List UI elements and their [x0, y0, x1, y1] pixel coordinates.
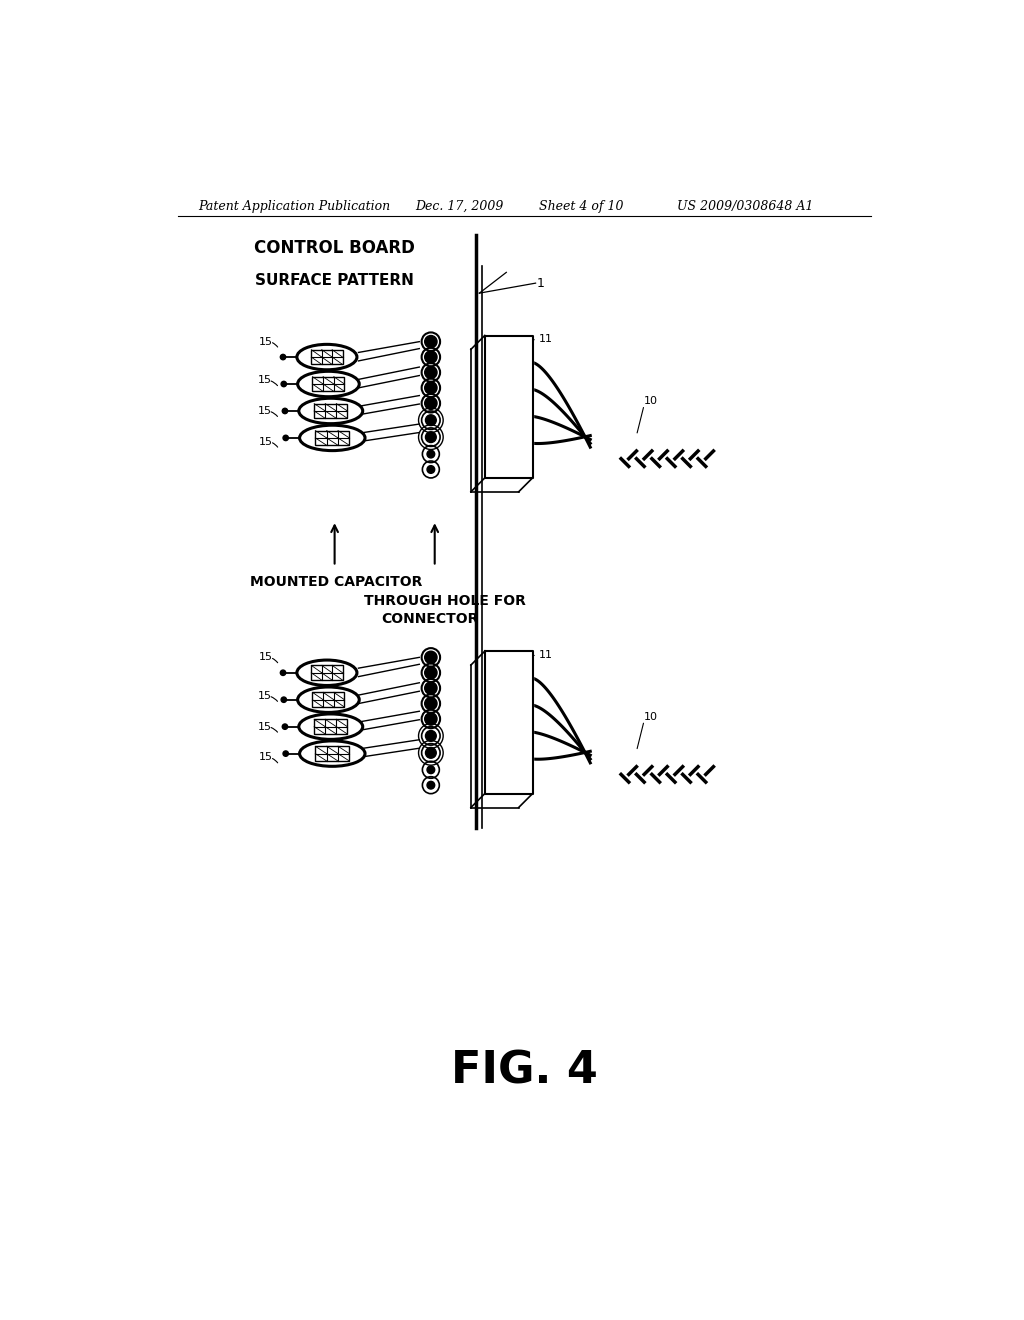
Text: MOUNTED CAPACITOR: MOUNTED CAPACITOR — [250, 576, 422, 589]
Bar — [314, 404, 347, 418]
Circle shape — [425, 713, 437, 725]
Circle shape — [283, 436, 289, 441]
Circle shape — [425, 351, 437, 363]
Text: 10: 10 — [644, 396, 658, 407]
Ellipse shape — [299, 399, 362, 424]
Circle shape — [282, 381, 287, 387]
Text: 15: 15 — [259, 337, 273, 347]
Circle shape — [427, 450, 435, 458]
Circle shape — [283, 408, 288, 413]
Circle shape — [425, 367, 437, 379]
Text: 15: 15 — [258, 690, 271, 701]
Circle shape — [283, 751, 289, 756]
Ellipse shape — [298, 371, 359, 397]
Circle shape — [425, 414, 436, 425]
Circle shape — [425, 335, 437, 348]
Polygon shape — [484, 335, 532, 478]
Circle shape — [281, 354, 286, 360]
Text: 11: 11 — [539, 334, 553, 345]
Text: Dec. 17, 2009: Dec. 17, 2009 — [416, 199, 504, 213]
Circle shape — [425, 651, 437, 664]
Circle shape — [283, 723, 288, 730]
Text: SURFACE PATTERN: SURFACE PATTERN — [255, 272, 414, 288]
Ellipse shape — [300, 741, 365, 767]
Text: 15: 15 — [259, 752, 273, 763]
Text: 15: 15 — [259, 437, 273, 446]
Text: THROUGH HOLE FOR: THROUGH HOLE FOR — [364, 594, 525, 609]
Circle shape — [425, 667, 437, 678]
Bar — [314, 719, 347, 734]
Circle shape — [425, 397, 437, 409]
Bar — [311, 665, 342, 680]
Text: 15: 15 — [258, 375, 271, 385]
Bar — [312, 376, 344, 391]
Text: 15: 15 — [259, 652, 273, 663]
Circle shape — [425, 381, 437, 395]
Text: US 2009/0308648 A1: US 2009/0308648 A1 — [677, 199, 814, 213]
Circle shape — [427, 766, 435, 774]
Text: CONNECTOR: CONNECTOR — [381, 612, 478, 626]
Bar — [315, 430, 349, 445]
Text: 10: 10 — [644, 711, 658, 722]
Polygon shape — [484, 651, 532, 793]
Ellipse shape — [297, 345, 357, 370]
Circle shape — [427, 781, 435, 789]
Text: Sheet 4 of 10: Sheet 4 of 10 — [539, 199, 624, 213]
Circle shape — [425, 432, 436, 442]
Text: 15: 15 — [258, 722, 271, 731]
Text: FIG. 4: FIG. 4 — [452, 1049, 598, 1093]
Bar — [312, 693, 344, 708]
Text: CONTROL BOARD: CONTROL BOARD — [254, 239, 415, 257]
Circle shape — [425, 747, 436, 758]
Ellipse shape — [300, 425, 365, 450]
Text: 11: 11 — [539, 649, 553, 660]
Text: 1: 1 — [538, 277, 545, 289]
Ellipse shape — [298, 686, 359, 713]
Bar — [311, 350, 342, 364]
Circle shape — [425, 697, 437, 710]
Circle shape — [281, 671, 286, 676]
Ellipse shape — [299, 714, 362, 739]
Circle shape — [282, 697, 287, 702]
Circle shape — [425, 682, 437, 694]
Text: 15: 15 — [258, 407, 271, 416]
Ellipse shape — [297, 660, 357, 685]
Circle shape — [425, 730, 436, 742]
Bar — [315, 746, 349, 760]
Circle shape — [427, 466, 435, 474]
Text: Patent Application Publication: Patent Application Publication — [199, 199, 390, 213]
